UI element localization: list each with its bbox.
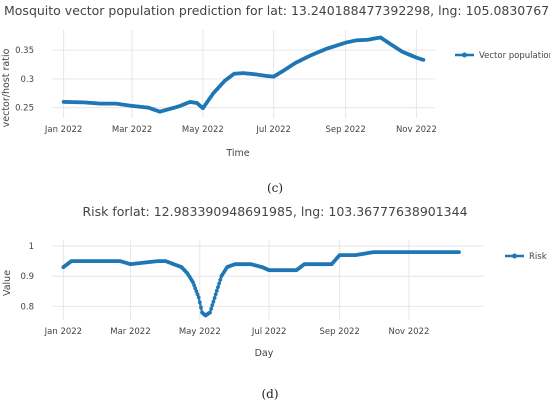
chart-vector-population: Mosquito vector population prediction fo… <box>1 3 550 195</box>
legend-entry: Risk <box>529 252 547 262</box>
x-tick-label: Mar 2022 <box>112 125 152 135</box>
chart-title: Mosquito vector population prediction fo… <box>4 3 550 18</box>
x-tick-label: Mar 2022 <box>110 327 150 337</box>
y-tick-label: 1 <box>29 242 34 252</box>
data-point <box>193 286 198 291</box>
legend: Risk <box>505 252 547 262</box>
data-point <box>191 280 195 285</box>
caption-d: (d) <box>261 387 278 401</box>
chart-risk: Risk forlat: 12.983390948691985, lng: 10… <box>2 204 547 401</box>
y-axis-label: Value <box>2 270 13 296</box>
data-point <box>199 305 203 310</box>
y-tick-label: 0.9 <box>20 272 34 282</box>
data-point <box>192 283 197 288</box>
data-point <box>211 299 216 304</box>
data-point <box>421 58 426 62</box>
y-axis-label: vector/host ratio <box>1 48 12 127</box>
data-point <box>217 281 222 286</box>
legend-point-marker <box>462 52 467 58</box>
legend-point-marker <box>512 253 517 259</box>
y-tick-label: 0.3 <box>20 75 34 85</box>
x-tick-label: Jul 2022 <box>251 327 287 337</box>
x-tick-label: Sep 2022 <box>325 125 365 135</box>
data-point <box>196 295 201 300</box>
data-point <box>214 288 219 293</box>
data-point <box>218 277 223 282</box>
x-axis-label: Time <box>225 148 249 159</box>
x-tick-label: May 2022 <box>182 125 224 135</box>
legend-entry: Vector population <box>479 51 550 61</box>
x-tick-label: Sep 2022 <box>319 327 359 337</box>
data-point <box>216 285 220 289</box>
data-point <box>213 292 218 297</box>
chart-title: Risk forlat: 12.983390948691985, lng: 10… <box>82 204 467 219</box>
x-tick-label: Jan 2022 <box>44 125 82 135</box>
legend: Vector population <box>455 51 550 61</box>
data-point <box>197 300 202 305</box>
x-tick-label: May 2022 <box>179 327 221 337</box>
y-tick-label: 0.35 <box>15 46 34 56</box>
data-point <box>208 310 212 315</box>
x-tick-label: Nov 2022 <box>396 125 437 135</box>
x-tick-label: Jul 2022 <box>255 125 291 135</box>
y-tick-label: 0.25 <box>15 104 34 114</box>
y-tick-label: 0.8 <box>20 302 34 312</box>
x-tick-label: Jan 2022 <box>44 327 82 337</box>
caption-c: (c) <box>267 181 283 195</box>
data-point <box>194 289 199 294</box>
data-point <box>195 292 200 297</box>
data-point <box>210 303 215 308</box>
x-tick-label: Nov 2022 <box>388 327 429 337</box>
data-point <box>212 296 217 300</box>
data-point <box>457 250 461 255</box>
x-axis-label: Day <box>255 348 274 359</box>
data-point <box>209 306 214 311</box>
